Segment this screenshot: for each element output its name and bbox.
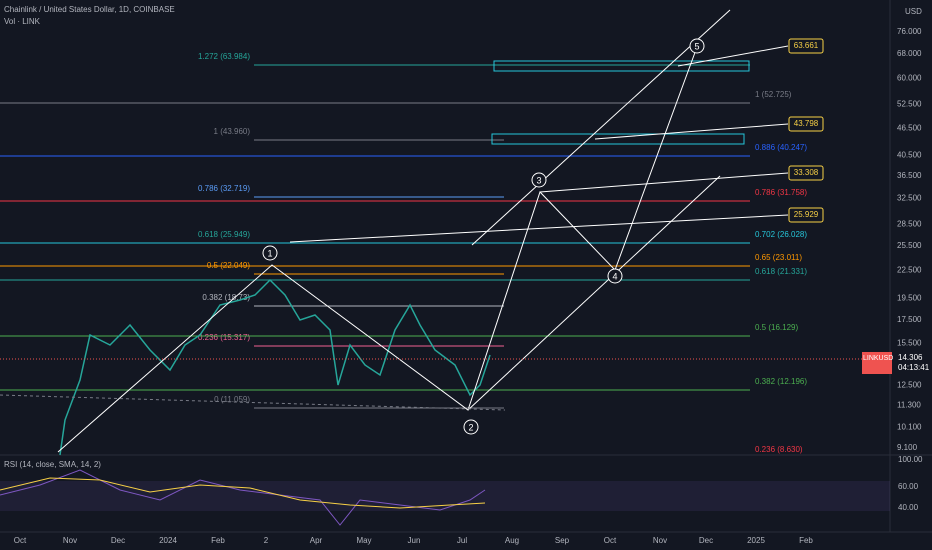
fib-label: 0.5 (16.129) <box>755 323 798 332</box>
price-tick-label: 10.100 <box>897 422 922 431</box>
target-box <box>788 116 824 132</box>
fib-levels: 1.272 (63.984) 1 (43.960) 0.786 (32.719) 0.… <box>0 52 807 454</box>
rsi-tick-label: 100.00 <box>898 455 923 464</box>
wave-marker <box>463 419 479 435</box>
price-tick-label: 60.000 <box>897 73 922 82</box>
time-tick-label: Jul <box>457 536 467 545</box>
time-tick-label: Nov <box>653 536 667 545</box>
price-tick-label: 22.500 <box>897 266 922 275</box>
trend-line <box>0 394 506 411</box>
fib-label: 0.786 (31.758) <box>755 188 807 197</box>
target-zone <box>491 133 745 145</box>
projection-line <box>594 123 789 140</box>
symbol-title: Chainlink / United States Dollar, 1D, CO… <box>4 5 175 14</box>
target-box <box>788 165 824 181</box>
time-tick-label: Oct <box>604 536 617 545</box>
price-tick-label: 15.500 <box>897 339 922 348</box>
fib-label: 1 (43.960) <box>214 127 251 136</box>
wave-label: 4 <box>612 271 617 281</box>
channel-line <box>467 175 721 411</box>
time-tick-label: Sep <box>555 536 570 545</box>
target-box <box>788 38 824 54</box>
price-tick-label: 28.500 <box>897 219 922 228</box>
time-tick-label: Apr <box>310 536 323 545</box>
rsi-tick-label: 40.00 <box>898 503 919 512</box>
fib-label: 1 (52.725) <box>755 90 792 99</box>
target-zone <box>493 60 750 72</box>
price-tick-label: 52.500 <box>897 100 922 109</box>
last-price: 14.306 <box>898 353 923 362</box>
fib-label: 0 (11.059) <box>214 395 250 404</box>
wave-label: 3 <box>536 175 541 185</box>
wave-label: 5 <box>694 41 699 51</box>
fib-label: 0.702 (26.028) <box>755 230 807 239</box>
channel-line <box>471 9 731 246</box>
currency: USD <box>905 7 922 16</box>
wave-label: 1 <box>267 248 272 258</box>
time-tick-label: 2025 <box>747 536 765 545</box>
time-tick-label: 2 <box>264 536 269 545</box>
projection-line <box>289 214 789 243</box>
wave-marker <box>262 245 278 261</box>
time-tick-label: Dec <box>699 536 713 545</box>
fib-label: 0.65 (23.011) <box>755 253 802 262</box>
time-tick-label: Jun <box>408 536 421 545</box>
last-symbol: LINKUSD <box>863 355 893 362</box>
fib-label: 0.236 (8.630) <box>755 445 803 454</box>
rsi-label: RSI (14, close, SMA, 14, 2) <box>4 460 101 469</box>
fib-label: 0.886 (40.247) <box>755 143 807 152</box>
rsi-tick-label: 60.00 <box>898 482 919 491</box>
time-tick-label: Aug <box>505 536 519 545</box>
target-label: 43.798 <box>794 119 819 128</box>
fib-label: 1.272 (63.984) <box>198 52 250 61</box>
last-price-tag <box>862 352 892 374</box>
projection-line <box>539 172 789 193</box>
target-label: 63.661 <box>794 41 819 50</box>
time-tick-label: Nov <box>63 536 77 545</box>
fib-label: 0.786 (32.719) <box>198 184 250 193</box>
price-tick-label: 9.100 <box>897 443 918 452</box>
fib-label: 0.618 (25.949) <box>198 230 250 239</box>
fib-label: 0.618 (21.331) <box>755 267 807 276</box>
time-tick-label: Feb <box>211 536 225 545</box>
fib-label: 0.382 (18.73) <box>202 293 250 302</box>
price-tick-label: 11.300 <box>897 400 921 409</box>
price-tick-label: 36.500 <box>897 171 922 180</box>
volume-label: Vol · LINK <box>4 17 41 26</box>
time-tick-label: Oct <box>14 536 27 545</box>
rsi-band <box>0 481 890 511</box>
time-tick-label: May <box>356 536 371 545</box>
wave-label: 2 <box>468 422 473 432</box>
wave-path <box>57 46 698 453</box>
time-tick-label: Dec <box>111 536 125 545</box>
wave-marker <box>531 172 547 188</box>
time-tick-label: 2024 <box>159 536 177 545</box>
price-tick-label: 76.000 <box>897 27 922 36</box>
price-tick-label: 25.500 <box>897 241 922 250</box>
price-tick-label: 68.000 <box>897 49 922 58</box>
fib-label: 0.236 (15.317) <box>198 333 250 342</box>
wave-marker <box>607 268 623 284</box>
target-box <box>788 207 824 223</box>
rsi-sma <box>0 477 486 509</box>
price-tick-label: 19.500 <box>897 294 922 303</box>
price-tick-label: 32.500 <box>897 194 922 203</box>
projection-line <box>677 45 789 67</box>
target-label: 33.308 <box>794 168 819 177</box>
time-tick-label: Feb <box>799 536 813 545</box>
price-path <box>59 278 491 456</box>
price-tick-label: 12.500 <box>897 381 922 390</box>
price-tick-label: 46.500 <box>897 123 922 132</box>
fib-label: 0.382 (12.196) <box>755 377 807 386</box>
countdown: 04:13:41 <box>898 363 930 372</box>
target-label: 25.929 <box>794 210 819 219</box>
price-tick-label: 17.500 <box>897 315 922 324</box>
price-tick-label: 40.500 <box>897 150 922 159</box>
wave-marker <box>689 38 705 54</box>
